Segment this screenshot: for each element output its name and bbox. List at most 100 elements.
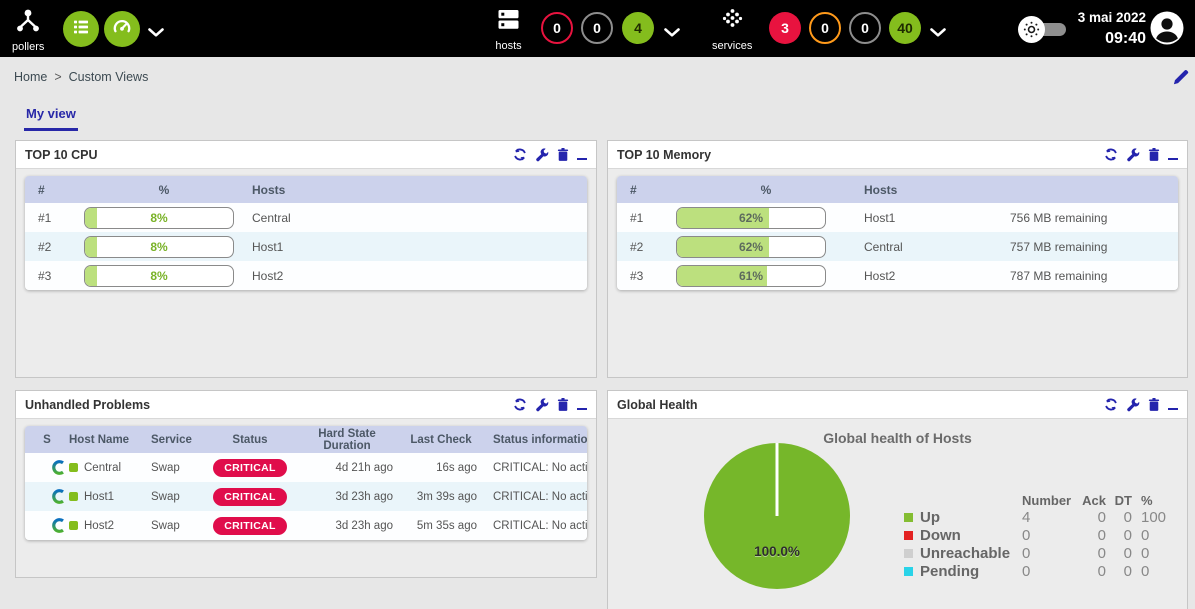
up-number: 4 <box>1022 509 1031 526</box>
user-avatar[interactable] <box>1150 11 1184 50</box>
wrench-icon[interactable] <box>1126 397 1140 412</box>
minimize-icon[interactable] <box>577 399 587 411</box>
panel-header: TOP 10 CPU <box>16 141 596 169</box>
poller-list-button[interactable] <box>63 11 99 47</box>
panel-body: # % Hosts #1 62% Host1 756 MB remaining … <box>608 169 1187 377</box>
hosts-chevron-down-icon[interactable] <box>664 24 680 42</box>
service-name[interactable]: Swap <box>151 461 180 474</box>
centreon-logo-icon[interactable] <box>25 489 69 504</box>
trash-icon[interactable] <box>557 147 569 162</box>
host-name[interactable]: Host2 <box>252 268 284 283</box>
service-name[interactable]: Swap <box>151 490 180 503</box>
panel-body: Global health of Hosts 100.0% Number Ack… <box>608 419 1187 609</box>
host-name[interactable]: Host1 <box>84 490 115 503</box>
host-name[interactable]: Central <box>84 461 122 474</box>
unreachable-percent: 0 <box>1141 545 1150 562</box>
tab-my-view[interactable]: My view <box>24 106 78 131</box>
host-name[interactable]: Central <box>252 210 291 225</box>
legend-item-down: Down <box>904 527 1022 544</box>
host-name[interactable]: Host2 <box>84 519 115 532</box>
percent-value: 8% <box>150 210 168 225</box>
percent-value: 62% <box>738 210 764 225</box>
panel-title: Unhandled Problems <box>25 397 151 412</box>
host-cell[interactable]: Central <box>69 462 151 474</box>
pending-color-swatch <box>904 567 913 576</box>
pollers-chevron-down-icon[interactable] <box>148 24 164 42</box>
cpu-progress-bar: 8% <box>84 206 234 229</box>
wrench-icon[interactable] <box>535 397 549 412</box>
rank: #3 <box>630 268 644 283</box>
breadcrumb: Home > Custom Views <box>14 70 148 84</box>
services-warning-badge[interactable]: 0 <box>809 12 841 44</box>
trash-icon[interactable] <box>557 397 569 412</box>
last-check: 5m 35s ago <box>416 519 477 532</box>
hosts-up-badge[interactable]: 4 <box>622 12 654 44</box>
services-chevron-down-icon[interactable] <box>930 24 946 42</box>
services-ok-badge[interactable]: 40 <box>889 12 921 44</box>
status-badge: CRITICAL <box>213 458 287 477</box>
poller-latency-button[interactable] <box>104 11 140 47</box>
legend-col-number: Number <box>1022 493 1072 508</box>
col-service: Service <box>151 433 192 446</box>
centreon-logo-icon[interactable] <box>25 518 69 533</box>
hosts-label: hosts <box>495 40 522 52</box>
down-percent: 0 <box>1141 527 1150 544</box>
host-cell[interactable]: Host1 <box>69 491 151 503</box>
panel-global-health: Global Health Global health of Hosts 100… <box>607 390 1188 609</box>
pending-number: 0 <box>1022 563 1031 580</box>
services-critical-badge[interactable]: 3 <box>769 12 801 44</box>
centreon-logo-icon[interactable] <box>25 460 69 475</box>
pie-legend: Number Ack DT % Up 4 0 0 100 Down 0 0 0 … <box>904 493 1172 580</box>
unreachable-number: 0 <box>1022 545 1031 562</box>
hosts-icon <box>495 6 522 38</box>
host-name[interactable]: Host1 <box>252 239 284 254</box>
minimize-icon[interactable] <box>1168 149 1178 161</box>
services-unknown-badge[interactable]: 0 <box>849 12 881 44</box>
col-percent: % <box>158 182 170 197</box>
rank: #1 <box>38 210 52 225</box>
pollers-menu[interactable]: pollers <box>12 8 44 53</box>
host-name[interactable]: Host1 <box>864 210 896 225</box>
hosts-menu[interactable]: hosts <box>495 6 522 52</box>
pie-percentage-label: 100.0% <box>754 544 800 559</box>
minimize-icon[interactable] <box>1168 399 1178 411</box>
up-dt: 0 <box>1123 509 1132 526</box>
table-row: Central Swap CRITICAL 4d 21h ago 16s ago… <box>25 453 587 482</box>
trash-icon[interactable] <box>1148 397 1160 412</box>
hard-state-duration: 3d 23h ago <box>335 519 393 532</box>
breadcrumb-home[interactable]: Home <box>14 70 48 84</box>
refresh-icon[interactable] <box>1104 397 1118 412</box>
rank: #3 <box>38 268 52 283</box>
host-name[interactable]: Host2 <box>864 268 896 283</box>
wrench-icon[interactable] <box>535 147 549 162</box>
col-status-info: Status information <box>493 433 587 446</box>
host-cell[interactable]: Host2 <box>69 520 151 532</box>
pollers-label: pollers <box>12 41 45 53</box>
trash-icon[interactable] <box>1148 147 1160 162</box>
service-name[interactable]: Swap <box>151 519 180 532</box>
edit-view-pencil-icon[interactable] <box>1172 69 1189 91</box>
hard-state-duration: 3d 23h ago <box>335 490 393 503</box>
table-row: #2 62% Central 757 MB remaining <box>617 232 1178 261</box>
memory-progress-bar: 62% <box>676 206 826 229</box>
hosts-down-badge[interactable]: 0 <box>541 12 573 44</box>
services-menu[interactable]: services <box>712 6 752 52</box>
refresh-icon[interactable] <box>513 397 527 412</box>
refresh-icon[interactable] <box>513 147 527 162</box>
theme-toggle[interactable] <box>1018 16 1066 43</box>
minimize-icon[interactable] <box>577 149 587 161</box>
panel-title: TOP 10 Memory <box>617 147 712 162</box>
unreachable-dt: 0 <box>1123 545 1132 562</box>
host-name[interactable]: Central <box>864 239 903 254</box>
col-s: S <box>43 433 51 446</box>
panel-title: TOP 10 CPU <box>25 147 98 162</box>
wrench-icon[interactable] <box>1126 147 1140 162</box>
clock: 3 mai 2022 09:40 <box>1072 8 1146 49</box>
hosts-unreachable-badge[interactable]: 0 <box>581 12 613 44</box>
status-badge: CRITICAL <box>213 487 287 506</box>
up-color-swatch <box>904 513 913 522</box>
list-icon <box>71 17 91 42</box>
table-row: #3 8% Host2 <box>25 261 587 290</box>
breadcrumb-custom-views[interactable]: Custom Views <box>68 70 149 84</box>
refresh-icon[interactable] <box>1104 147 1118 162</box>
